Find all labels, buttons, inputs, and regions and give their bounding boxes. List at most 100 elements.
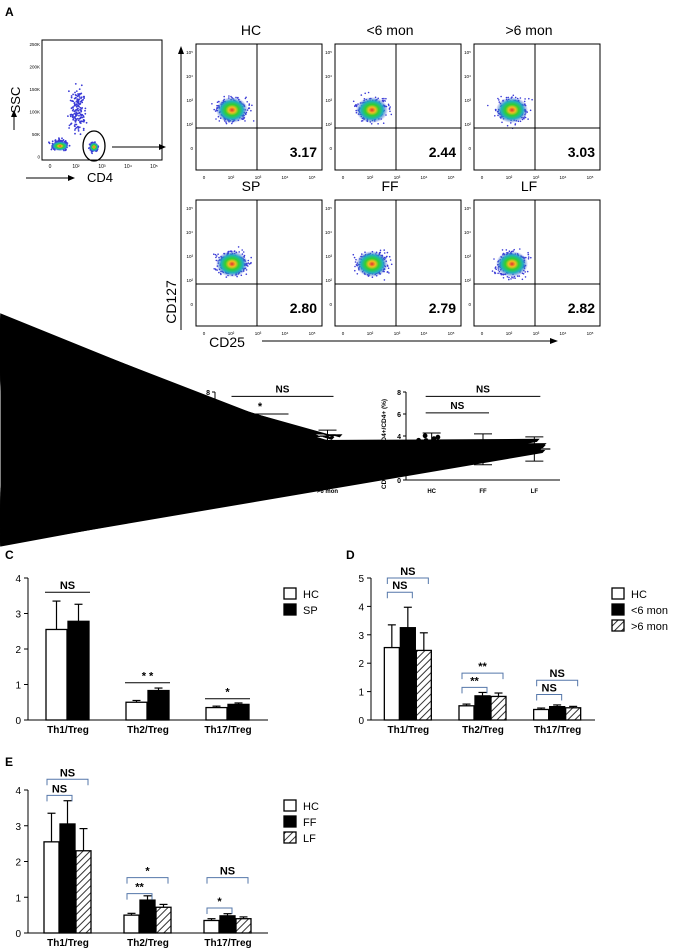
facs-x-arrow-head <box>550 338 558 344</box>
facs-event <box>508 278 510 281</box>
facs-y-tick-label: 10⁴ <box>464 74 471 79</box>
gate-event <box>74 121 77 123</box>
bar <box>474 695 491 721</box>
facs-event <box>522 273 525 275</box>
x-tick-label: Th1/Treg <box>47 938 89 949</box>
y-tick-label: 8 <box>397 390 401 397</box>
gate-event <box>79 106 82 109</box>
facs-y-tick-label: 0 <box>329 146 332 151</box>
gate-event <box>84 107 87 110</box>
gate-event <box>58 139 61 142</box>
facs-x-tick-label: 0 <box>481 175 484 180</box>
facs-plot-frame <box>195 199 323 327</box>
facs-event <box>501 121 503 124</box>
facs-x-tick-label: 10³ <box>255 331 262 336</box>
facs-event <box>356 273 359 275</box>
facs-event <box>528 97 530 100</box>
x-tick-label: LF <box>531 489 539 495</box>
gate-event <box>74 127 77 130</box>
facs-event <box>530 256 532 259</box>
gate-event <box>80 110 83 113</box>
y-tick-label: 3 <box>15 822 21 833</box>
facs-event <box>390 263 393 266</box>
gate-arrow-x-head <box>68 175 75 181</box>
significance-label: NS <box>60 767 75 779</box>
gate-event <box>75 103 78 106</box>
facs-event <box>383 249 386 251</box>
facs-x-tick-label: 10⁵ <box>309 331 316 336</box>
facs-y-tick-label: 10⁴ <box>325 230 332 235</box>
bar <box>227 703 250 721</box>
facs-event <box>244 97 247 100</box>
gate-event <box>48 142 51 145</box>
facs-event <box>390 113 393 116</box>
bar <box>139 899 156 934</box>
gate-plot-events <box>48 83 100 155</box>
bar <box>125 701 148 721</box>
facs-x-tick-label: 10⁵ <box>448 175 455 180</box>
bar-chart-d: 0 1 2 3 4 5 Th1/Treg Th2/Treg Th17/Treg NS NS ** ** N… <box>358 566 668 736</box>
facs-event <box>384 100 387 102</box>
significance-bracket <box>536 679 579 687</box>
significance-bracket <box>46 778 89 786</box>
legend-label: >6 mon <box>631 621 668 633</box>
facs-x-tick-label: 10⁴ <box>560 331 567 336</box>
facs-event <box>524 98 526 100</box>
facs-plot-title: <6 mon <box>366 22 413 38</box>
gate-event <box>72 93 74 96</box>
gate-y-tick-label: 200K <box>29 65 40 70</box>
facs-x-tick-label: 10³ <box>394 175 401 180</box>
facs-event <box>494 267 497 269</box>
gate-event <box>78 96 81 98</box>
bar <box>43 841 60 934</box>
gate-event <box>68 124 71 127</box>
gate-event <box>77 109 79 112</box>
facs-x-tick-label: 0 <box>342 331 345 336</box>
facs-event <box>388 107 391 110</box>
facs-event <box>388 104 390 107</box>
bar <box>415 649 432 721</box>
gate-event <box>79 133 82 136</box>
gate-x-tick-label: 10² <box>72 164 80 170</box>
facs-plot: LF 2.82 10⁵ 10⁴ 10³ 10² 0 0 10² 10³ 10⁴ 10⁵ <box>464 178 601 336</box>
facs-event <box>214 253 217 256</box>
data-point <box>422 433 428 439</box>
gate-event <box>82 120 84 123</box>
gate-y-tick-label: 50K <box>32 132 40 137</box>
y-tick-label: 1 <box>15 681 21 692</box>
facs-event <box>385 97 387 100</box>
bar <box>203 919 220 934</box>
significance-label: * <box>258 401 263 413</box>
facs-event <box>493 258 495 260</box>
facs-event <box>519 97 522 99</box>
y-tick-label: 2 <box>15 645 21 656</box>
bar <box>490 695 507 721</box>
facs-event <box>355 258 357 261</box>
facs-density-core <box>496 97 528 123</box>
gate-event <box>77 126 80 129</box>
facs-event <box>383 279 386 281</box>
panel-label-a: A <box>5 5 14 19</box>
facs-event <box>215 255 218 257</box>
facs-plot-grid: HC 3.17 10⁵ 10⁴ 10³ 10² 0 0 10² 10³ 10⁴ 10⁵ <6 mon 2.… <box>186 22 601 336</box>
facs-event <box>500 95 502 98</box>
gate-event <box>82 116 85 118</box>
y-tick-label: 0 <box>15 716 21 727</box>
facs-event <box>247 107 250 109</box>
bar <box>45 628 68 721</box>
gate-event <box>76 95 79 98</box>
facs-x-tick-label: 10² <box>228 175 235 180</box>
facs-event <box>354 269 356 272</box>
panel-label-d: D <box>346 548 355 562</box>
gate-event <box>75 109 77 111</box>
gate-y-tick-label: 250K <box>29 42 40 47</box>
legend-label: HC <box>303 801 319 813</box>
facs-density-core <box>496 251 528 277</box>
x-tick-label: Th2/Treg <box>462 725 504 736</box>
gate-event <box>74 123 76 126</box>
facs-event <box>386 271 389 273</box>
facs-y-tick-label: 10⁵ <box>464 50 471 55</box>
facs-y-tick-label: 10⁵ <box>325 50 332 55</box>
significance-label: NS <box>60 580 75 592</box>
facs-event <box>508 276 510 279</box>
